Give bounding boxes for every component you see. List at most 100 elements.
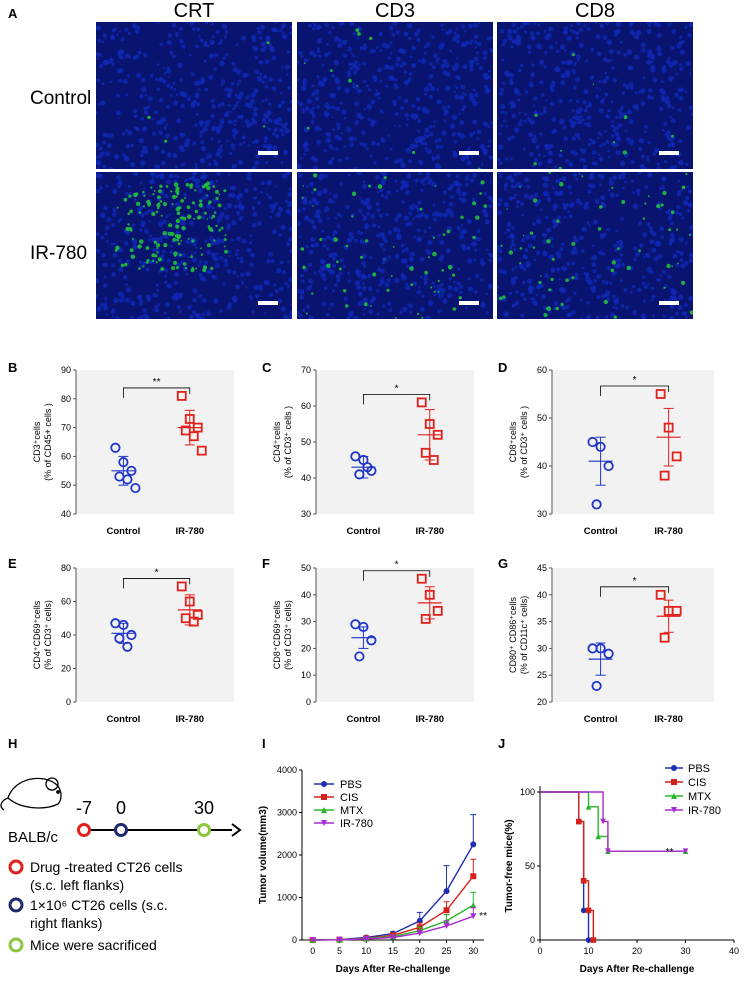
nucleus-dot [440, 63, 446, 69]
nucleus-dot [459, 120, 465, 125]
nucleus-dot [328, 144, 334, 149]
data-point [416, 397, 427, 408]
nucleus-dot [257, 29, 262, 35]
y-axis-label-line1: CD3⁺cells [32, 421, 42, 462]
nucleus-dot [688, 203, 692, 207]
row-header-control: Control [30, 88, 92, 109]
nucleus-dot [375, 174, 380, 180]
data-point [416, 930, 423, 937]
nucleus-dot [575, 77, 581, 83]
nucleus-dot [173, 100, 179, 106]
nucleus-dot [612, 175, 618, 181]
stain-dot [611, 260, 616, 265]
nucleus-dot [297, 310, 300, 315]
stain-dot [184, 267, 187, 270]
nucleus-dot [387, 134, 391, 138]
nucleus-dot [166, 83, 171, 88]
nucleus-dot [455, 188, 462, 194]
nucleus-dot [652, 77, 658, 83]
nucleus-dot [586, 314, 591, 319]
nucleus-dot [664, 298, 667, 302]
stain-dot [124, 262, 128, 267]
nucleus-dot [380, 137, 386, 143]
nucleus-dot [582, 100, 587, 105]
nucleus-dot [280, 161, 284, 164]
nucleus-dot [235, 284, 240, 290]
stain-dot [417, 312, 420, 315]
nucleus-dot [670, 232, 675, 237]
nucleus-dot [498, 132, 502, 136]
x-tick-label: 10 [583, 946, 593, 956]
stain-dot [129, 248, 134, 253]
nucleus-dot [278, 207, 284, 212]
significance-mark: * [155, 567, 159, 578]
nucleus-dot [213, 161, 219, 167]
nucleus-dot [573, 238, 578, 243]
nucleus-dot [408, 71, 413, 76]
timeline-tick-label: 30 [194, 798, 214, 818]
nucleus-dot [231, 163, 237, 169]
y-tick-label: 40 [61, 509, 71, 519]
nucleus-dot [315, 24, 321, 30]
nucleus-dot [254, 160, 260, 166]
nucleus-dot [369, 154, 373, 158]
nucleus-dot [333, 193, 338, 199]
nucleus-dot [281, 31, 285, 35]
nucleus-dot [334, 283, 338, 287]
nucleus-dot [497, 117, 499, 121]
nucleus-dot [105, 151, 111, 157]
nucleus-dot [344, 87, 350, 94]
nucleus-dot [217, 103, 222, 108]
nucleus-dot [317, 218, 323, 224]
nucleus-dot [379, 213, 383, 218]
nucleus-dot [412, 217, 415, 220]
nucleus-dot [302, 110, 306, 114]
nucleus-dot [297, 60, 300, 65]
data-point [432, 429, 443, 440]
nucleus-dot [173, 280, 178, 286]
stain-dot [173, 260, 177, 265]
nucleus-dot [195, 246, 198, 249]
nucleus-dot [483, 151, 488, 156]
nucleus-dot [182, 92, 188, 98]
y-tick-label: 70 [61, 423, 71, 433]
nucleus-dot [489, 180, 492, 184]
nucleus-dot [336, 126, 341, 130]
nucleus-dot [266, 179, 272, 185]
nucleus-dot [109, 166, 113, 169]
nucleus-dot [539, 112, 544, 116]
nucleus-dot [221, 23, 228, 30]
stain-dot [392, 246, 395, 248]
stain-dot [199, 202, 203, 206]
stain-dot [626, 265, 631, 271]
nucleus-dot [593, 161, 598, 166]
nucleus-dot [339, 214, 343, 217]
nucleus-dot [277, 103, 283, 109]
y-axis-label-line2: (% of CD45+ cells ) [43, 403, 53, 481]
nucleus-dot [467, 258, 473, 264]
nucleus-dot [240, 272, 245, 277]
nucleus-dot [553, 165, 558, 169]
nucleus-dot [644, 185, 649, 189]
nucleus-dot [579, 115, 583, 119]
nucleus-dot [352, 54, 356, 58]
nucleus-dot [96, 173, 101, 179]
nucleus-dot [299, 295, 304, 300]
nucleus-dot [530, 194, 535, 199]
nucleus-dot [336, 278, 341, 283]
nucleus-dot [530, 35, 536, 41]
nucleus-dot [416, 28, 421, 33]
nucleus-dot [563, 136, 568, 141]
stain-dot [571, 276, 575, 280]
nucleus-dot [653, 147, 660, 154]
nucleus-dot [676, 192, 681, 197]
nucleus-dot [143, 52, 148, 57]
nucleus-dot [207, 119, 211, 123]
nucleus-dot [509, 234, 515, 240]
nucleus-dot [311, 106, 315, 110]
nucleus-dot [102, 140, 106, 145]
nucleus-dot [326, 247, 330, 251]
nucleus-dot [538, 132, 543, 136]
nucleus-dot [608, 180, 615, 186]
nucleus-dot [305, 215, 309, 220]
